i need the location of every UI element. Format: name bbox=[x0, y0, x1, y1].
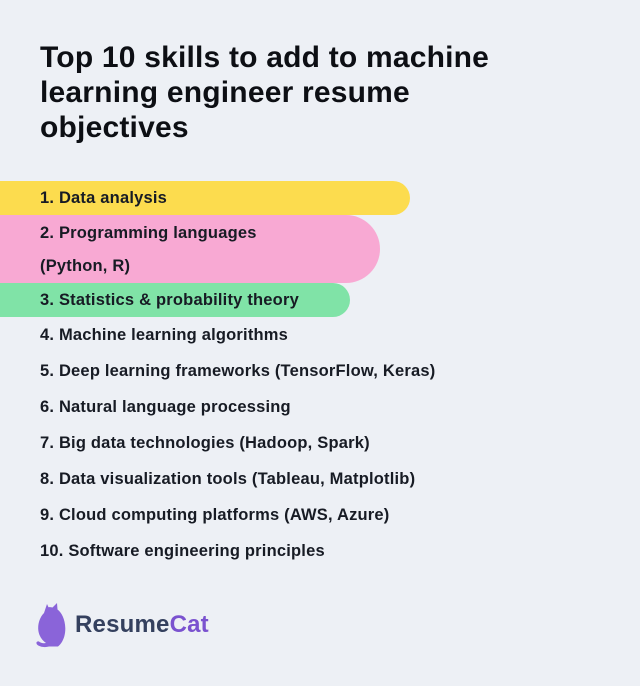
skill-item-text: 6. Natural language processing bbox=[40, 398, 291, 416]
brand-name-primary: Resume bbox=[75, 611, 170, 638]
skill-item: 9. Cloud computing platforms (AWS, Azure… bbox=[0, 497, 640, 533]
skill-item: 2. Programming languages (Python, R) bbox=[0, 215, 380, 283]
brand-name: ResumeCat bbox=[75, 603, 209, 647]
skill-item: 8. Data visualization tools (Tableau, Ma… bbox=[0, 461, 640, 497]
skill-item: 4. Machine learning algorithms bbox=[0, 317, 640, 353]
skills-list: 1. Data analysis 2. Programming languages… bbox=[0, 181, 640, 569]
skill-item: 6. Natural language processing bbox=[0, 389, 640, 425]
skill-item: 3. Statistics & probability theory bbox=[0, 283, 350, 317]
resumecat-logo: ResumeCat bbox=[36, 602, 209, 648]
skill-item-text: 5. Deep learning frameworks (TensorFlow,… bbox=[40, 362, 436, 380]
skill-item-text: 4. Machine learning algorithms bbox=[40, 326, 289, 344]
cat-icon-shape bbox=[36, 603, 66, 648]
skill-item: 10. Software engineering principles bbox=[0, 533, 640, 569]
cat-icon bbox=[36, 602, 66, 648]
skill-item-text: 7. Big data technologies (Hadoop, Spark) bbox=[40, 434, 370, 452]
skill-item-text: 8. Data visualization tools (Tableau, Ma… bbox=[40, 470, 416, 488]
skill-item-text: 2. Programming languages bbox=[40, 224, 257, 242]
brand-name-accent: Cat bbox=[169, 611, 209, 638]
skill-item-text: 1. Data analysis bbox=[40, 189, 168, 207]
skill-item: 5. Deep learning frameworks (TensorFlow,… bbox=[0, 353, 640, 389]
skill-item-text: (Python, R) bbox=[40, 257, 131, 275]
page-title: Top 10 skills to add to machine learning … bbox=[40, 41, 490, 144]
skill-item-text: 3. Statistics & probability theory bbox=[40, 291, 299, 309]
skill-item-text: 9. Cloud computing platforms (AWS, Azure… bbox=[40, 506, 390, 524]
skill-item: 1. Data analysis bbox=[0, 181, 410, 215]
skill-item-text: 10. Software engineering principles bbox=[40, 542, 325, 560]
skill-item: 7. Big data technologies (Hadoop, Spark) bbox=[0, 425, 640, 461]
